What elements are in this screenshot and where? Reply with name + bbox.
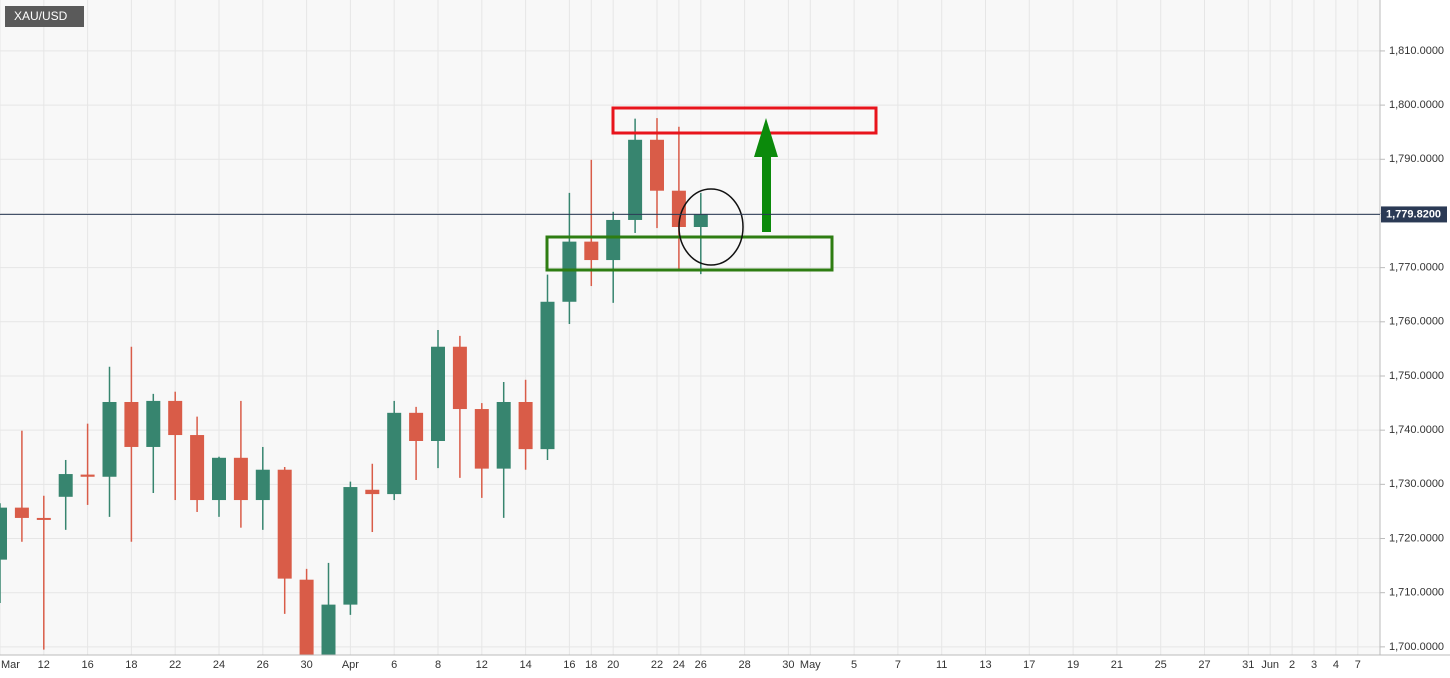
x-tick-label: 5 [851,659,857,671]
candle-body [190,435,205,501]
y-tick-label: 1,810.0000 [1389,45,1444,57]
arrow-shaft [762,155,771,232]
y-tick-label: 1,710.0000 [1389,587,1444,599]
candle-body [628,139,643,220]
candle-body [168,400,183,436]
candle-body [496,401,511,469]
x-tick-label: 12 [476,659,488,671]
x-tick-label: 7 [895,659,901,671]
candle-body [693,214,708,228]
x-tick-label: 30 [300,659,312,671]
candle-body [452,346,467,410]
x-tick-label: 8 [435,659,441,671]
candle-body [584,241,599,261]
y-tick-label: 1,740.0000 [1389,424,1444,436]
y-tick-label: 1,760.0000 [1389,316,1444,328]
x-tick-label: 19 [1067,659,1079,671]
arrow-head [754,118,778,157]
y-tick-label: 1,750.0000 [1389,370,1444,382]
x-tick-label: May [800,659,821,671]
candle-body [36,517,51,520]
x-tick-label: Jun [1261,659,1279,671]
candle-body [343,487,358,605]
x-tick-label: 24 [673,659,685,671]
x-tick-label: 28 [738,659,750,671]
x-tick-label: 16 [563,659,575,671]
support-box [545,235,834,272]
candles [0,118,708,655]
y-tick-label: 1,720.0000 [1389,532,1444,544]
chart-title: XAU/USD [14,9,68,23]
x-tick-label: 18 [125,659,137,671]
y-tick-label: 1,770.0000 [1389,262,1444,274]
candle-body [671,190,686,228]
y-tick-label: 1,800.0000 [1389,99,1444,111]
candle-body [14,507,29,518]
grid [0,0,1380,655]
x-tick-label: 31 [1242,659,1254,671]
x-tick-label: 6 [391,659,397,671]
x-tick-label: Mar [1,659,20,671]
candle-body [102,401,117,477]
y-tick-label: 1,730.0000 [1389,478,1444,490]
x-tick-label: 30 [782,659,794,671]
candle-body [387,412,402,495]
candle-body [233,457,248,501]
candle-body [474,409,489,469]
x-tick-label: 25 [1155,659,1167,671]
candle-body [562,241,577,302]
x-tick-label: 13 [979,659,991,671]
candle-body [58,474,73,497]
candle-body [299,579,314,655]
x-tick-label: 26 [695,659,707,671]
x-tick-label: 4 [1333,659,1339,671]
x-tick-label: 12 [38,659,50,671]
last-price-label: 1,779.8200 [1386,208,1441,220]
last-price-badge [1381,206,1447,223]
plot-area [0,0,1380,655]
candle-body [255,469,270,501]
candle-body [650,139,664,191]
candle-body [146,400,161,447]
resistance-box [611,106,878,135]
candle-body [409,412,424,442]
x-tick-label: 20 [607,659,619,671]
x-tick-label: 16 [81,659,93,671]
x-tick-label: 22 [651,659,663,671]
x-tick-label: 14 [519,659,531,671]
x-tick-label: 27 [1198,659,1210,671]
candle-body [518,401,533,450]
x-tick-label: 26 [257,659,269,671]
x-tick-label: 21 [1111,659,1123,671]
x-tick-label: 7 [1355,659,1361,671]
candle-body [124,401,139,447]
x-tick-label: 17 [1023,659,1035,671]
highlight-circle [678,188,744,266]
x-tick-label: 18 [585,659,597,671]
candle-body [80,474,95,477]
candle-body [540,301,555,450]
y-tick-label: 1,700.0000 [1389,641,1444,653]
y-tick-label: 1,790.0000 [1389,153,1444,165]
candle-body [431,346,445,442]
x-tick-label: 11 [936,659,947,671]
candle-body [212,457,226,501]
x-tick-label: 2 [1289,659,1295,671]
candle-body [277,469,292,579]
title-badge [5,6,84,27]
candle-body [0,507,7,560]
candle-body [606,219,621,261]
x-tick-label: 22 [169,659,181,671]
candle-body [321,604,336,655]
x-tick-label: 24 [213,659,225,671]
x-tick-label: Apr [342,659,359,671]
candle-body [365,489,380,495]
x-tick-label: 3 [1311,659,1317,671]
